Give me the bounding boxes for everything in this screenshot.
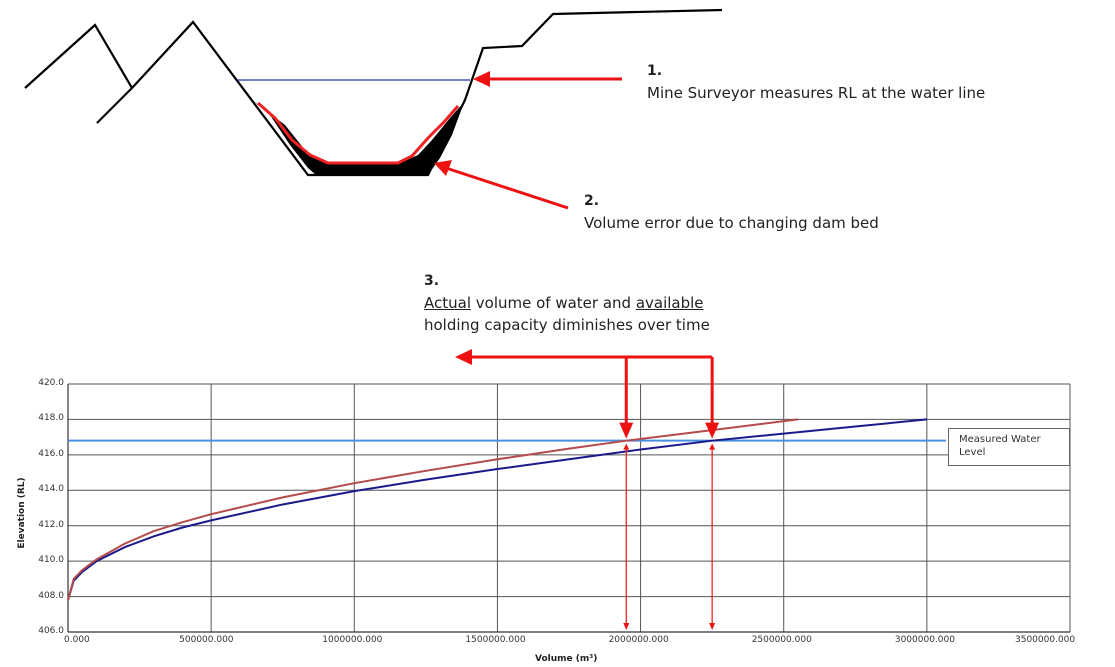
sediment-fill <box>252 100 466 175</box>
x-tick-label: 3500000.000 <box>1015 635 1076 645</box>
annotation-3-actual: Actual <box>424 294 471 312</box>
annotation-2: 2. Volume error due to changing dam bed <box>584 190 879 234</box>
volume-marker-top-1 <box>623 443 630 450</box>
x-axis-label: Volume (m³) <box>535 654 598 664</box>
y-tick-label: 416.0 <box>38 448 64 459</box>
y-tick-label: 408.0 <box>38 590 64 601</box>
volume-marker-top-2 <box>709 443 716 450</box>
y-tick-label: 412.0 <box>38 519 64 530</box>
arrow-dam-bed <box>434 160 569 210</box>
x-tick-label: 3000000.000 <box>894 635 955 645</box>
annotation-3-line2: holding capacity diminishes over time <box>424 316 710 334</box>
sediment-outline <box>257 101 460 165</box>
volume-marker-bottom-1 <box>623 623 630 630</box>
dam-cross-section <box>24 8 723 210</box>
arrow-3-down-head-1 <box>619 422 634 439</box>
measured-water-level-label: Measured Water Level <box>948 428 1070 466</box>
arrow-3-left-head <box>455 349 472 365</box>
y-tick-label: 420.0 <box>38 378 64 388</box>
x-tick-label: 1000000.000 <box>322 635 383 645</box>
y-axis-label: Elevation (RL) <box>17 477 27 549</box>
annotation-1-number: 1. <box>647 63 663 79</box>
annotation-3-middle: volume of water and <box>471 294 636 312</box>
current-capacity-curve <box>67 418 799 601</box>
annotation-2-number: 2. <box>584 193 600 209</box>
y-tick-label: 410.0 <box>38 555 64 566</box>
y-tick-label: 414.0 <box>38 484 64 495</box>
annotation-3: 3. Actual volume of water and available … <box>424 270 710 336</box>
volume-marker-bottom-2 <box>709 623 716 630</box>
original-capacity-curve <box>67 418 927 601</box>
x-tick-label: 2500000.000 <box>751 635 812 645</box>
x-tick-label: 500000.000 <box>179 635 234 645</box>
annotation-3-number: 3. <box>424 273 440 289</box>
annotation-1: 1. Mine Surveyor measures RL at the wate… <box>647 60 985 104</box>
annotation-2-text: Volume error due to changing dam bed <box>584 214 879 232</box>
annotation-3-line1: Actual volume of water and available <box>424 292 710 314</box>
arrow-3-down-head-2 <box>705 422 720 439</box>
y-tick-label: 418.0 <box>38 413 64 424</box>
x-tick-label: 0.000 <box>64 635 90 645</box>
x-tick-label: 2000000.000 <box>608 635 669 645</box>
x-tick-label: 1500000.000 <box>465 635 526 645</box>
annotation-1-text: Mine Surveyor measures RL at the water l… <box>647 84 986 102</box>
terrain-line <box>24 8 723 177</box>
arrow-water-line <box>473 71 622 87</box>
y-tick-label: 406.0 <box>38 626 64 636</box>
annotation-3-available: available <box>635 294 704 312</box>
